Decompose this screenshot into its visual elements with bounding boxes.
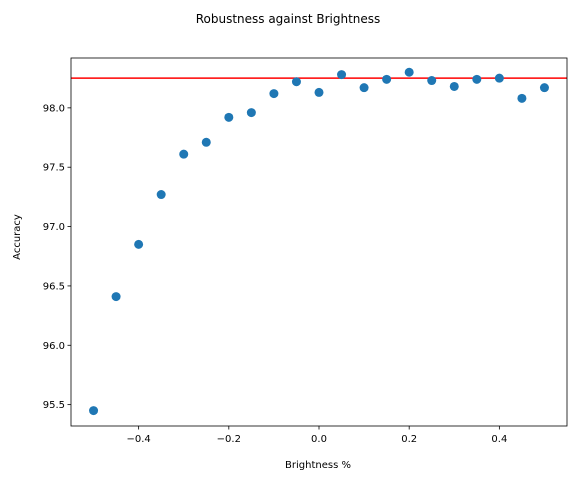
data-point: [314, 87, 324, 97]
x-tick-label: 0.0: [311, 434, 327, 445]
y-tick-label: 98.0: [43, 103, 65, 114]
data-point: [246, 108, 256, 118]
data-point: [134, 239, 144, 249]
data-point: [337, 70, 347, 80]
data-point: [382, 74, 392, 84]
data-point: [291, 77, 301, 87]
data-point: [404, 67, 414, 77]
data-point: [539, 83, 549, 93]
y-tick-label: 96.5: [43, 281, 65, 292]
y-tick-label: 97.5: [43, 163, 65, 174]
x-tick-label: −0.4: [126, 434, 150, 445]
y-axis-label: Accuracy: [12, 214, 23, 260]
data-point: [517, 93, 527, 103]
data-point: [201, 137, 211, 147]
data-point: [449, 81, 459, 91]
data-point: [89, 406, 99, 416]
data-point: [179, 149, 189, 159]
data-point: [472, 74, 482, 84]
data-point: [269, 89, 279, 99]
x-tick-label: 0.4: [491, 434, 507, 445]
y-tick-label: 96.0: [43, 341, 65, 352]
y-tick-label: 95.5: [43, 400, 65, 411]
data-point: [111, 292, 121, 302]
x-tick-label: 0.2: [401, 434, 417, 445]
data-point: [427, 76, 437, 86]
data-point: [224, 112, 234, 122]
data-point: [359, 83, 369, 93]
x-tick-label: −0.2: [217, 434, 241, 445]
plot-frame: [70, 57, 568, 427]
y-tick-label: 97.0: [43, 222, 65, 233]
data-point: [494, 73, 504, 83]
chart-title: Robustness against Brightness: [196, 12, 381, 26]
data-point: [156, 190, 166, 200]
x-axis-label: Brightness %: [285, 460, 351, 471]
